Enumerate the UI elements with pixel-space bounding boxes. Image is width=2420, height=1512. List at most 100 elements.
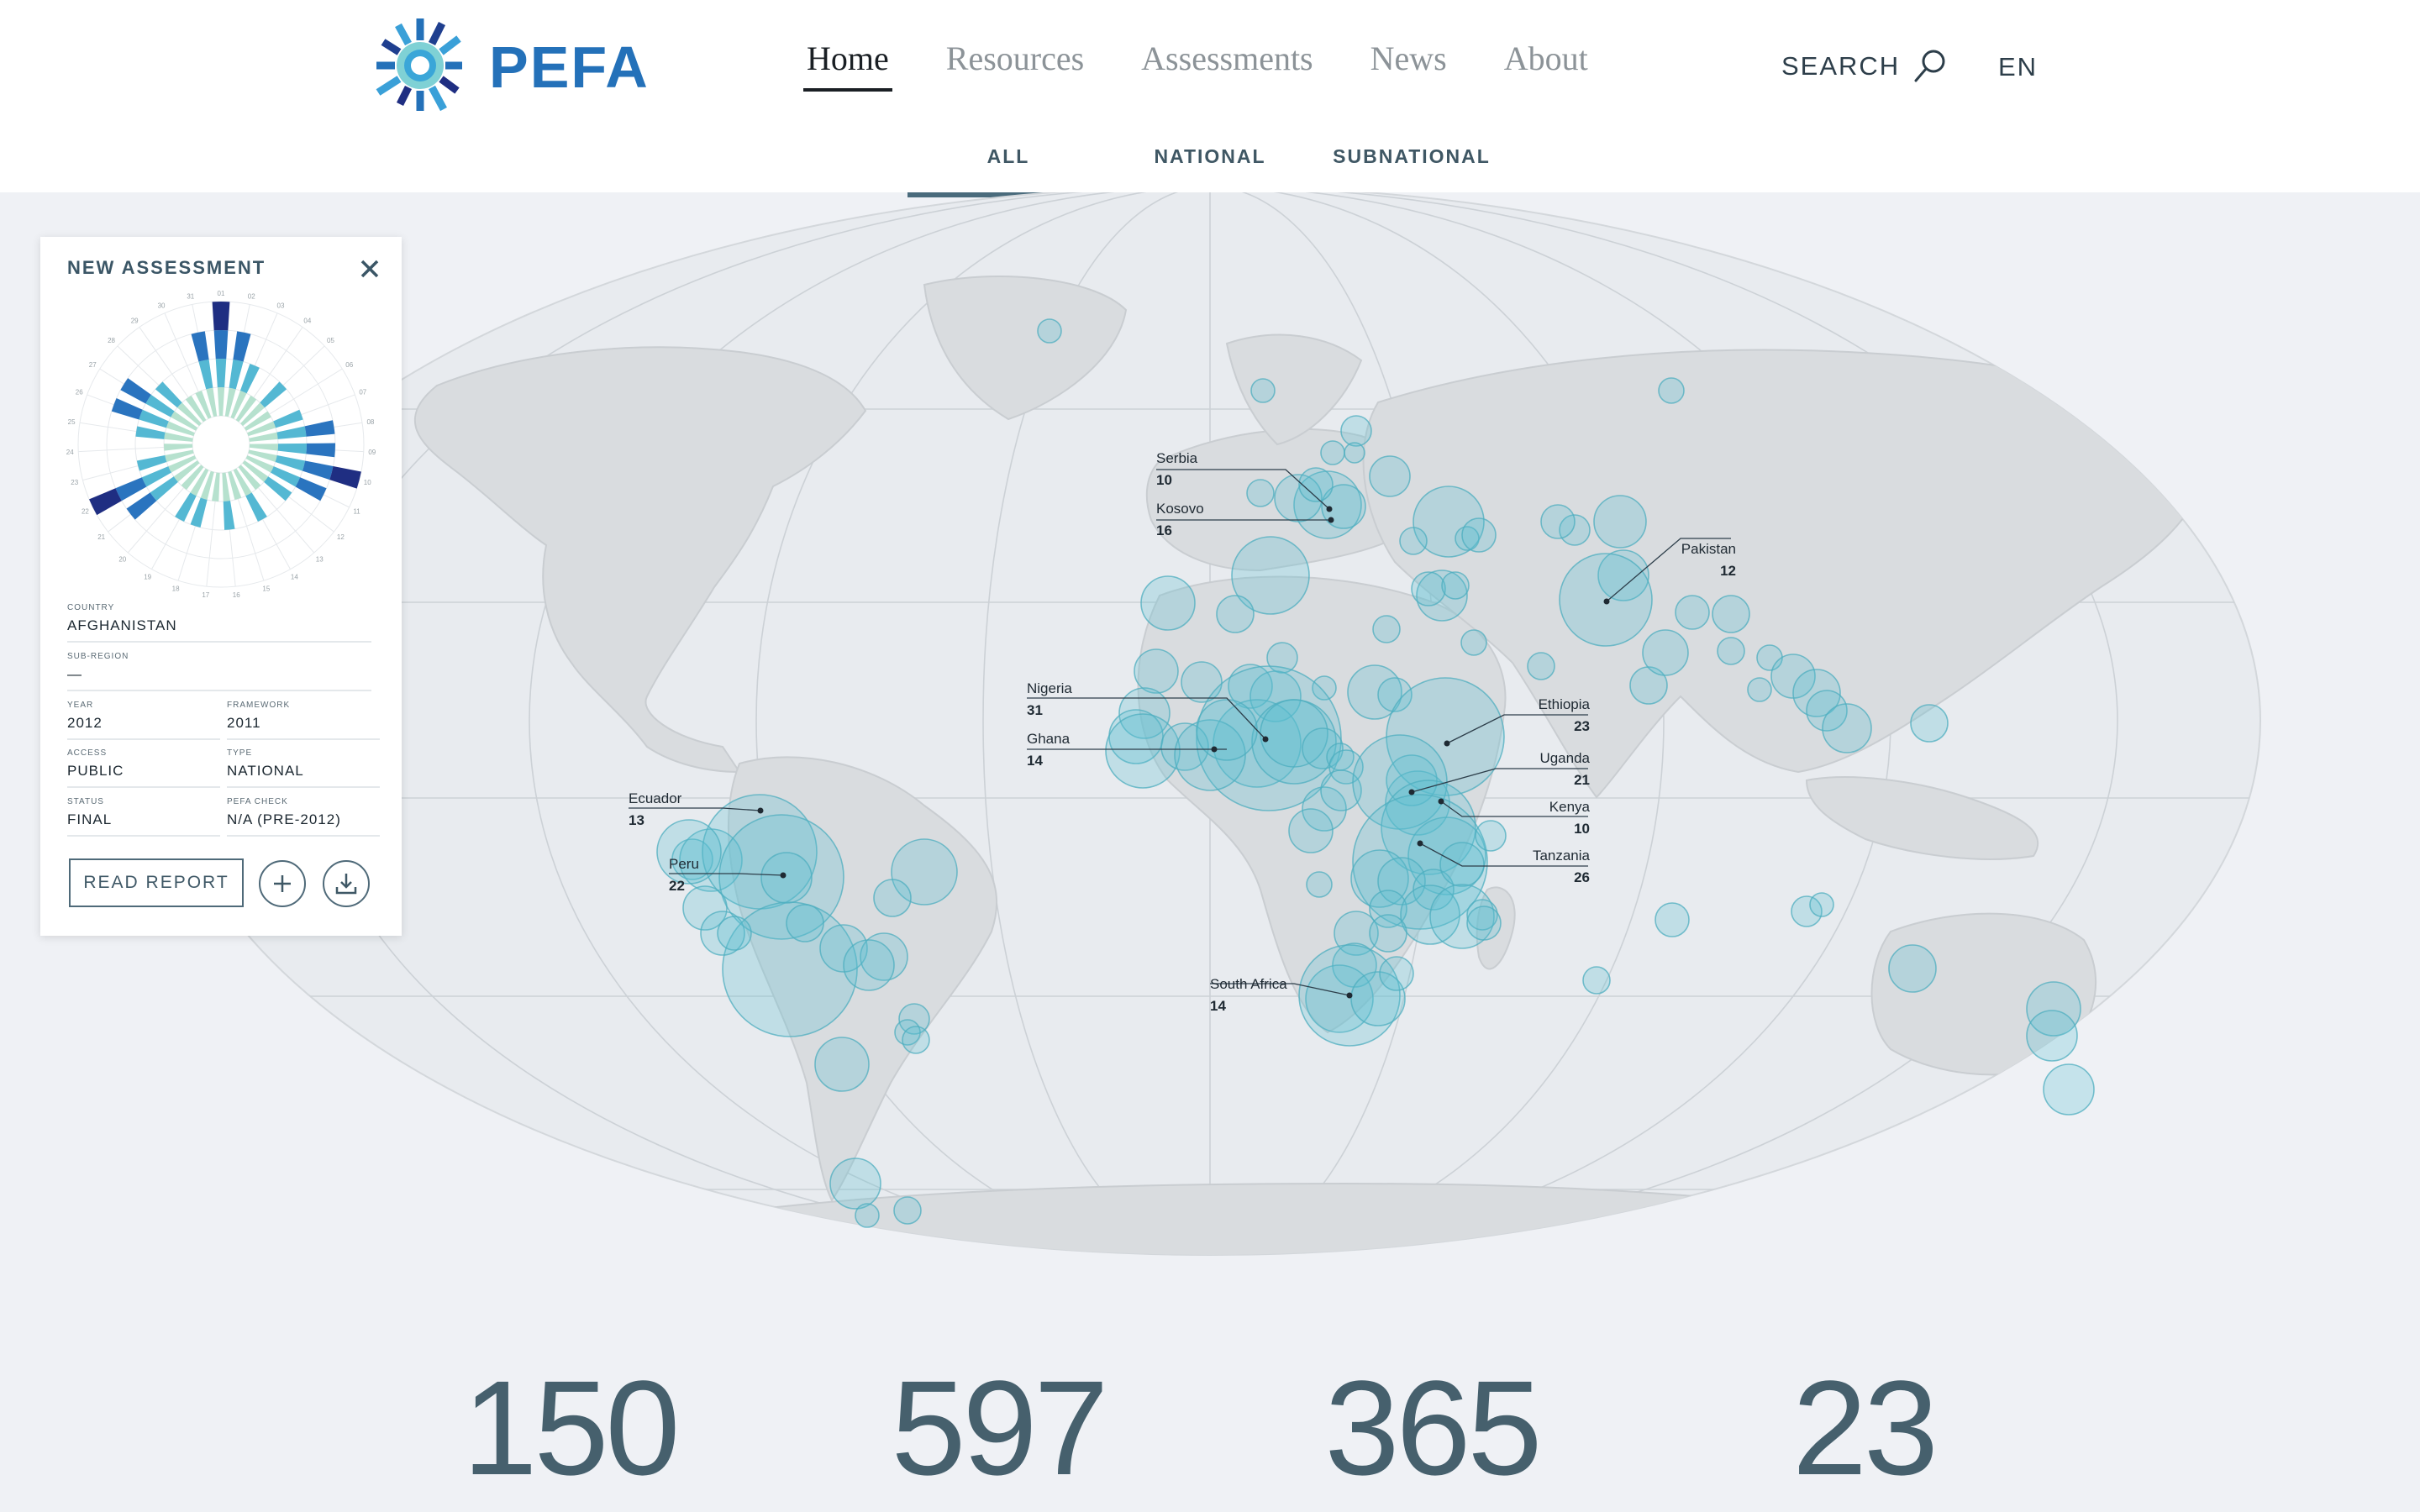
assessment-bubble[interactable]	[1413, 869, 1455, 911]
assessment-bubble[interactable]	[1407, 816, 1486, 895]
assessment-bubble[interactable]	[1888, 944, 1937, 993]
assessment-bubble[interactable]	[1747, 677, 1772, 702]
nav-assessments[interactable]: Assessments	[1141, 39, 1313, 77]
assessment-bubble[interactable]	[1213, 699, 1302, 788]
assessment-bubble[interactable]	[843, 939, 895, 991]
assessment-bubble[interactable]	[1344, 442, 1365, 464]
assessment-bubble[interactable]	[1305, 964, 1374, 1033]
assessment-bubble[interactable]	[819, 924, 868, 973]
nav-home[interactable]: Home	[803, 39, 892, 92]
assessment-bubble[interactable]	[1352, 794, 1488, 930]
assessment-bubble[interactable]	[1302, 786, 1347, 832]
nav-resources[interactable]: Resources	[945, 39, 1085, 77]
assessment-bubble[interactable]	[1413, 486, 1485, 558]
assessment-bubble[interactable]	[893, 1196, 922, 1225]
assessment-bubble[interactable]	[760, 852, 813, 904]
assessment-bubble[interactable]	[2026, 1010, 2078, 1062]
assessment-bubble[interactable]	[860, 932, 908, 981]
assessment-bubble[interactable]	[656, 819, 722, 885]
assessment-bubble[interactable]	[700, 911, 745, 956]
assessment-bubble[interactable]	[1455, 526, 1480, 551]
assessment-bubble[interactable]	[1717, 637, 1745, 665]
assessment-bubble[interactable]	[1791, 895, 1823, 927]
assessment-bubble[interactable]	[786, 904, 824, 942]
assessment-bubble[interactable]	[1350, 849, 1409, 908]
assessment-bubble[interactable]	[1321, 484, 1366, 529]
assessment-bubble[interactable]	[1593, 495, 1647, 549]
assessment-bubble[interactable]	[1196, 665, 1342, 811]
assessment-bubble[interactable]	[1369, 890, 1407, 928]
assessment-bubble[interactable]	[1196, 699, 1258, 761]
tab-subnational[interactable]: SUBNATIONAL	[1333, 145, 1491, 167]
assessment-bubble[interactable]	[829, 1158, 881, 1210]
assessment-bubble[interactable]	[1806, 690, 1848, 732]
assessment-bubble[interactable]	[1372, 615, 1401, 643]
assessment-bubble[interactable]	[1037, 318, 1062, 344]
assessment-bubble[interactable]	[1298, 467, 1334, 502]
assessment-bubble[interactable]	[1266, 642, 1298, 674]
assessment-bubble[interactable]	[1118, 687, 1171, 739]
world-map[interactable]: Serbia 10 Kosovo 16 Pakistan 12 Nigeria …	[0, 192, 2420, 1368]
assessment-bubble[interactable]	[873, 879, 912, 917]
nav-news[interactable]: News	[1370, 39, 1447, 77]
language-switch[interactable]: EN	[1998, 52, 2039, 81]
assessment-bubble[interactable]	[855, 1203, 880, 1228]
assessment-bubble[interactable]	[1658, 377, 1685, 404]
assessment-bubble[interactable]	[1466, 906, 1502, 941]
assessment-bubble[interactable]	[1540, 504, 1576, 539]
assessment-bubble[interactable]	[1385, 770, 1450, 836]
close-icon[interactable]	[356, 255, 383, 282]
assessment-bubble[interactable]	[1250, 378, 1276, 403]
assessment-bubble[interactable]	[1288, 808, 1334, 853]
read-report-button[interactable]: READ REPORT	[69, 858, 244, 907]
assessment-bubble[interactable]	[1249, 670, 1302, 722]
assessment-bubble[interactable]	[1675, 595, 1710, 630]
assessment-bubble[interactable]	[2026, 981, 2081, 1037]
assessment-bubble[interactable]	[1461, 517, 1497, 553]
assessment-bubble[interactable]	[1306, 871, 1333, 898]
add-button[interactable]	[259, 860, 306, 907]
download-button[interactable]	[323, 860, 370, 907]
assessment-bubble[interactable]	[1439, 842, 1485, 887]
assessment-bubble[interactable]	[1597, 549, 1649, 601]
assessment-bubble[interactable]	[1231, 536, 1310, 615]
pefa-logo[interactable]: PEFA	[368, 15, 662, 116]
assessment-bubble[interactable]	[1411, 571, 1446, 606]
assessment-bubble[interactable]	[1369, 914, 1407, 953]
assessment-bubble[interactable]	[1379, 956, 1414, 991]
assessment-bubble[interactable]	[1642, 629, 1689, 676]
assessment-bubble[interactable]	[1416, 570, 1468, 622]
assessment-bubble[interactable]	[1910, 704, 1949, 743]
assessment-bubble[interactable]	[1312, 675, 1337, 701]
assessment-bubble[interactable]	[682, 885, 728, 931]
assessment-bubble[interactable]	[1134, 648, 1179, 694]
assessment-bubble[interactable]	[1350, 971, 1406, 1026]
tab-all[interactable]: ALL	[908, 126, 1109, 197]
assessment-bubble[interactable]	[1181, 661, 1223, 703]
assessment-bubble[interactable]	[898, 1003, 930, 1035]
assessment-bubble[interactable]	[717, 916, 752, 951]
assessment-bubble[interactable]	[1320, 440, 1345, 465]
assessment-bubble[interactable]	[1559, 514, 1591, 546]
assessment-bubble[interactable]	[902, 1026, 930, 1054]
assessment-bubble[interactable]	[1340, 415, 1372, 447]
assessment-bubble[interactable]	[1105, 713, 1181, 789]
assessment-bubble[interactable]	[1712, 595, 1750, 633]
tab-national[interactable]: NATIONAL	[1154, 145, 1266, 167]
assessment-bubble[interactable]	[1293, 470, 1362, 539]
assessment-bubble[interactable]	[1527, 652, 1555, 680]
assessment-bubble[interactable]	[1460, 629, 1487, 656]
assessment-bubble[interactable]	[814, 1037, 870, 1092]
search-button[interactable]: SEARCH	[1781, 49, 1947, 84]
assessment-bubble[interactable]	[1399, 527, 1428, 555]
assessment-bubble[interactable]	[1809, 892, 1834, 917]
assessment-bubble[interactable]	[1216, 595, 1255, 633]
assessment-bubble[interactable]	[1302, 727, 1344, 769]
assessment-bubble[interactable]	[1320, 769, 1362, 811]
assessment-bubble[interactable]	[1377, 677, 1413, 712]
nav-about[interactable]: About	[1503, 39, 1588, 77]
assessment-bubble[interactable]	[2043, 1063, 2095, 1116]
assessment-bubble[interactable]	[1381, 780, 1476, 875]
assessment-bubble[interactable]	[1441, 571, 1470, 600]
assessment-bubble[interactable]	[1475, 820, 1507, 852]
